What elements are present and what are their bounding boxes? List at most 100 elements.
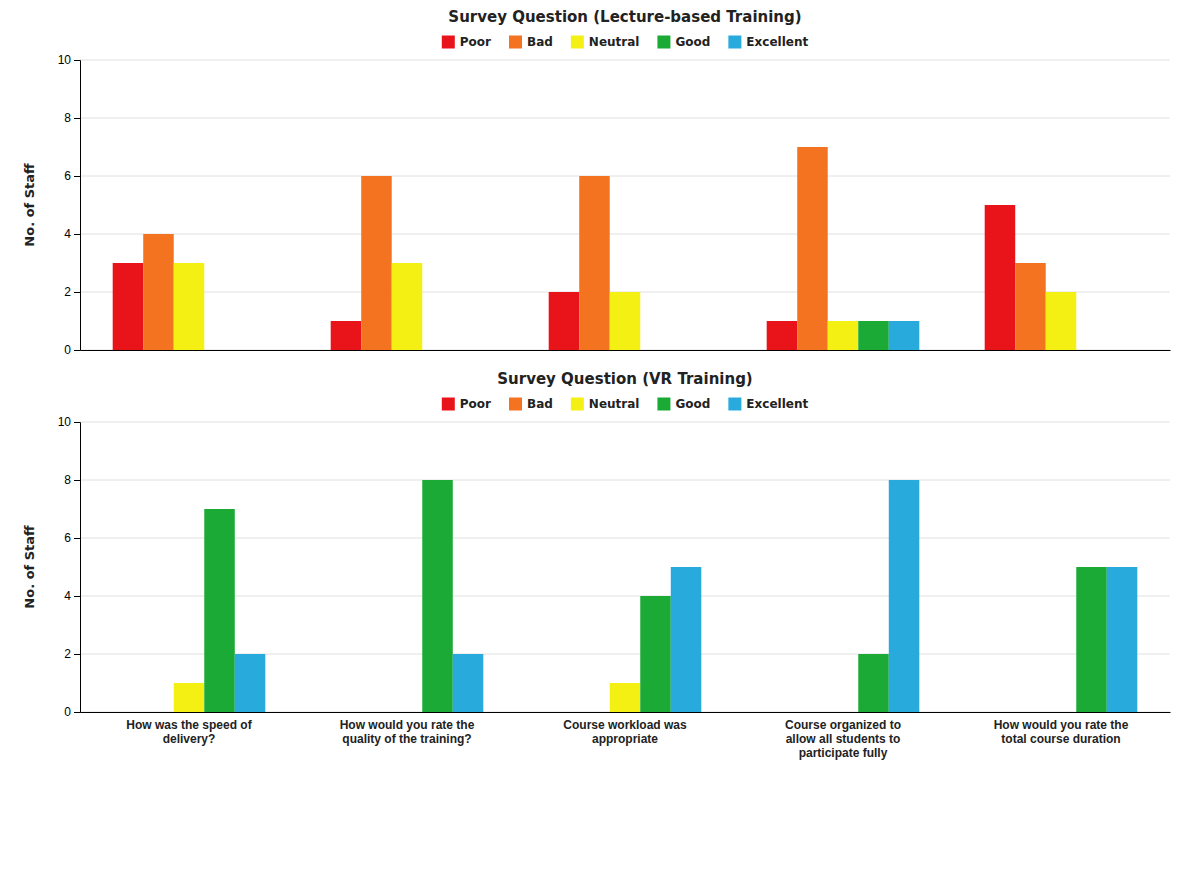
- tick: 6: [64, 169, 80, 183]
- tick-mark: [74, 350, 80, 351]
- bar: [235, 350, 266, 351]
- grid: [80, 422, 1170, 712]
- panel: 0246810How was the speed ofdelivery?How …: [22, 370, 1171, 760]
- legend-item: Bad: [509, 397, 553, 411]
- tick-label-line: quality of the training?: [342, 732, 471, 746]
- tick-label: How was the speed ofdelivery?: [126, 718, 252, 746]
- bar: [858, 321, 889, 350]
- tick-mark: [74, 422, 80, 423]
- bar: [422, 350, 453, 351]
- chart-title: Survey Question (Lecture-based Training): [448, 8, 801, 26]
- tick-label: 0: [64, 705, 71, 719]
- bar: [331, 321, 362, 350]
- legend-item: Good: [657, 397, 710, 411]
- tick: 2: [64, 647, 80, 661]
- legend-item: Neutral: [571, 397, 640, 411]
- legend-swatch: [728, 36, 741, 49]
- legend-label: Bad: [527, 397, 553, 411]
- bar: [858, 654, 889, 712]
- bar: [1076, 567, 1107, 712]
- bar-series: [204, 480, 1107, 712]
- legend-label: Poor: [460, 35, 491, 49]
- legend-swatch: [728, 398, 741, 411]
- bar: [453, 350, 484, 351]
- bar: [889, 321, 920, 350]
- tick-label: 6: [64, 531, 71, 545]
- tick-label: 10: [58, 415, 72, 429]
- tick-label: Course workload wasappropriate: [563, 718, 687, 746]
- legend-swatch: [509, 36, 522, 49]
- legend-swatch: [657, 398, 670, 411]
- bar: [549, 292, 580, 350]
- bar-series: [889, 321, 920, 350]
- tick: 6: [64, 531, 80, 545]
- y-axis: 0 2 4 6 8 10: [58, 53, 81, 357]
- tick-label: 10: [58, 53, 72, 67]
- tick: 10: [58, 53, 80, 67]
- bar: [610, 683, 641, 712]
- bar: [828, 712, 859, 713]
- tick-label: 8: [64, 473, 71, 487]
- axis-title: No. of Staff: [22, 163, 37, 247]
- tick-label: 2: [64, 285, 71, 299]
- legend-label: Neutral: [589, 35, 640, 49]
- tick-label: 4: [64, 589, 71, 603]
- tick: 8: [64, 473, 80, 487]
- axis-line: [81, 350, 1171, 351]
- grid: [80, 60, 1170, 350]
- bar: [797, 147, 828, 350]
- tick-mark: [74, 654, 80, 655]
- bar: [671, 567, 702, 712]
- tick-mark: [74, 176, 80, 177]
- bar: [361, 176, 392, 350]
- bar-series: [858, 321, 889, 350]
- tick: How was the speed ofdelivery?: [126, 718, 252, 746]
- legend-label: Bad: [527, 35, 553, 49]
- bar: [113, 712, 144, 713]
- legend-label: Neutral: [589, 397, 640, 411]
- bar: [392, 263, 423, 350]
- tick: How would you rate thequality of the tra…: [340, 718, 475, 746]
- bar: [1046, 712, 1077, 713]
- legend-item: Good: [657, 35, 710, 49]
- bar: [1046, 292, 1077, 350]
- tick-label-line: delivery?: [163, 732, 216, 746]
- tick-label: Course organized toallow all students to…: [785, 718, 901, 761]
- bar-series: [113, 205, 1016, 350]
- bar: [204, 350, 235, 351]
- bar: [610, 292, 641, 350]
- tick: 4: [64, 227, 80, 241]
- tick-label: 4: [64, 227, 71, 241]
- bar: [174, 263, 205, 350]
- tick-mark: [74, 538, 80, 539]
- tick: 8: [64, 111, 80, 125]
- tick: 10: [58, 415, 80, 429]
- bar: [671, 350, 702, 351]
- tick-label: 0: [64, 343, 71, 357]
- bar: [767, 321, 798, 350]
- tick-label-line: How was the speed of: [126, 718, 252, 732]
- x-axis: How was the speed ofdelivery? How would y…: [81, 713, 1171, 761]
- bars: [113, 147, 1077, 350]
- tick-label: How would you rate thetotal course durat…: [994, 718, 1129, 746]
- tick-label: How would you rate thequality of the tra…: [340, 718, 475, 746]
- tick: How would you rate thetotal course durat…: [994, 718, 1129, 746]
- tick-label-line: How would you rate the: [340, 718, 475, 732]
- legend-swatch: [571, 36, 584, 49]
- bar: [143, 234, 174, 350]
- bar: [453, 654, 484, 712]
- grid-line: [80, 176, 1170, 177]
- legend: Survey Question (VR Training)PoorBadNeut…: [442, 370, 809, 411]
- bar: [331, 712, 362, 713]
- tick-label-line: total course duration: [1001, 732, 1120, 746]
- grid-line: [80, 538, 1170, 539]
- tick-mark: [74, 596, 80, 597]
- axis-title: No. of Staff: [22, 525, 37, 609]
- tick: Course organized toallow all students to…: [785, 718, 901, 761]
- tick-label: 8: [64, 111, 71, 125]
- grid-line: [80, 118, 1170, 119]
- bar: [1107, 567, 1138, 712]
- bar: [174, 683, 205, 712]
- bars: [174, 480, 1138, 712]
- bar: [1107, 350, 1138, 351]
